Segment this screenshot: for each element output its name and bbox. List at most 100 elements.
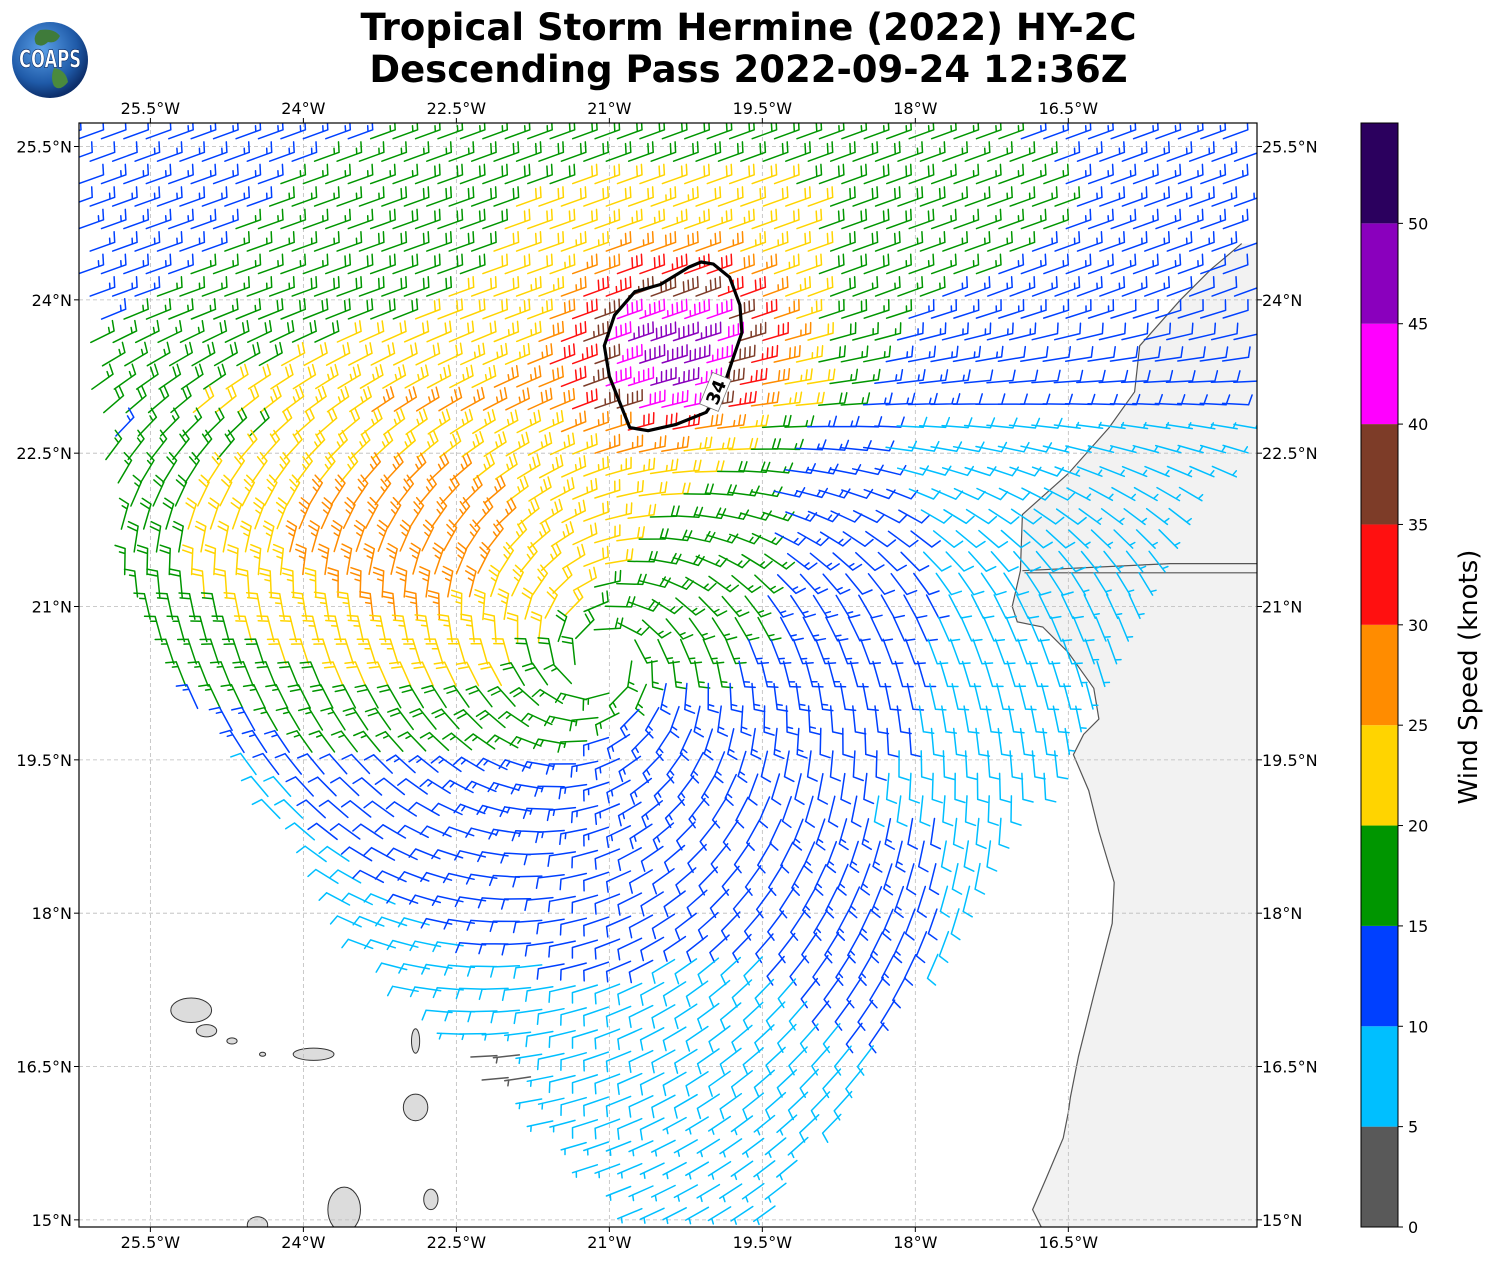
wind-barb [474,589,486,621]
wind-barb [841,163,868,185]
wind-barb [975,253,1002,275]
wind-barb [168,253,194,275]
wind-barb [742,1137,765,1158]
wind-barb [721,595,750,618]
wind-barb [685,1025,709,1052]
wind-barb [548,940,576,958]
wind-barb [925,594,950,619]
wind-barb [571,1119,599,1139]
wind-barb [583,961,610,982]
wind-barb [900,551,930,572]
wind-barb [313,591,330,621]
wind-barb [986,840,998,872]
wind-barb [662,1161,687,1180]
wind-barb [426,276,453,297]
wind-barb [741,553,773,570]
wind-barb [1145,507,1170,526]
wind-barb [845,573,873,595]
wind-barb [437,163,464,185]
wind-barb [89,276,116,297]
wind-barb [1009,231,1036,252]
wind-barb [813,909,828,941]
wind-barb [221,638,242,665]
wind-barb [1211,231,1238,252]
wind-barb [935,572,963,596]
wind-barb [538,410,564,433]
wind-barb [964,276,991,297]
wind-barb [845,1067,864,1099]
wind-barb [458,1032,487,1041]
wind-barb [123,123,150,140]
wind-barb [137,407,158,437]
wind-barb [743,910,763,941]
wind-barb [773,438,804,451]
wind-barb [274,752,303,775]
wind-barb [484,475,506,504]
wind-barb [571,1164,599,1178]
wind-barb [166,615,186,643]
wind-barb [560,276,587,297]
wind-barb [299,661,322,687]
wind-barb [895,840,906,873]
wind-barb [315,363,339,390]
wind-barb [751,532,784,546]
wind-barb [528,476,552,502]
wind-barb [753,1114,776,1136]
wind-barb [865,530,897,548]
wind-barb [242,684,266,709]
wind-barb [852,705,867,735]
wind-barb [224,141,251,162]
wind-barb [325,253,352,275]
wind-barb [825,886,839,919]
wind-barb [661,435,690,453]
wind-barb [374,824,407,839]
wind-barb [464,519,481,551]
wind-barb [942,141,969,162]
wind-barb [906,683,925,711]
map-plot-area [79,123,1257,1227]
wind-barb [755,933,774,964]
wind-barb [526,1075,554,1087]
wind-barb [421,684,447,709]
wind-barb [188,615,208,643]
wind-barb [594,253,621,275]
wind-barb [953,299,980,319]
wind-barb [268,231,295,252]
wind-barb [527,123,553,140]
wind-barb [297,707,324,731]
wind-barb [440,474,460,505]
wind-barb [640,891,664,917]
wind-barb [953,123,980,140]
wind-barb [840,392,871,406]
wind-barb [100,298,127,320]
wind-barb [1110,299,1137,319]
wind-barb [418,474,437,505]
wind-barb [341,753,371,775]
wind-barb [706,533,739,544]
wind-barb [695,555,728,568]
wind-barb [201,186,228,207]
wind-barb [722,819,739,852]
wind-barb [930,727,945,758]
wind-barb [717,705,729,737]
wind-barb [251,451,268,484]
wind-barb [493,320,520,343]
wind-barb [918,369,949,384]
wind-barb [1148,550,1169,573]
lon-label-top: 25.5°W [121,99,181,118]
wind-barb [524,941,554,957]
wind-barb [455,542,468,575]
wind-barb [673,1093,698,1119]
wind-barb [136,544,149,576]
wind-barb [252,752,280,776]
wind-barb [884,682,902,711]
wind-barb [403,320,430,343]
wind-barb [340,846,373,862]
wind-barb [919,795,931,827]
wind-barb [201,276,228,297]
wind-barb [706,163,733,185]
logo-text: COAPS [19,44,81,74]
wind-barb [662,981,687,1007]
wind-barb [784,463,816,475]
wind-barb [751,344,779,364]
